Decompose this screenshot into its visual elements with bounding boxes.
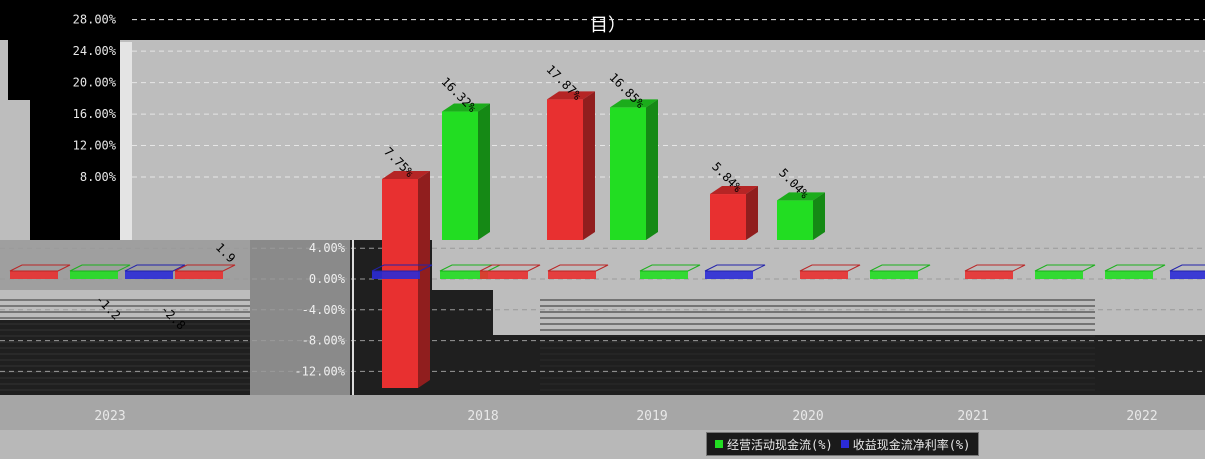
bar-fragment (175, 271, 223, 279)
bar-top (610, 99, 658, 108)
bar-fragment (10, 271, 58, 279)
bar-fragment-top (174, 264, 236, 272)
y-tick-label: 28.00% (73, 13, 117, 27)
y-tick-label: 24.00% (73, 44, 117, 58)
bar-top (442, 103, 490, 112)
chart-title-line2: 目） (590, 15, 626, 36)
bar-top (382, 171, 430, 180)
bar-front (382, 179, 418, 388)
y-tick-label-lower: 0.00% (309, 272, 346, 286)
axis-wall (120, 42, 132, 240)
bar-side (646, 99, 658, 240)
legend-swatch-green (715, 440, 723, 448)
bar-fragment-top (799, 264, 861, 272)
bar-fragment (1170, 271, 1205, 279)
bar-fragment-top (547, 264, 609, 272)
legend-swatch-blue (840, 440, 849, 448)
bar-side (746, 186, 758, 240)
bar-fragment-top (1034, 264, 1096, 272)
y-tick-label: 12.00% (73, 139, 117, 153)
x-tick-label: 2022 (1126, 409, 1157, 424)
legend-item-green: 经营活动现金流(%) (715, 436, 833, 453)
bar-fragment (1035, 271, 1083, 279)
x-tick-label: 2019 (636, 409, 667, 424)
bar-fragment (870, 271, 918, 279)
legend-label-green: 经营活动现金流(%) (727, 437, 833, 452)
bar-side (478, 103, 490, 240)
y-tick-label-lower: -4.00% (302, 303, 346, 317)
bar-side (813, 192, 825, 240)
axis-panel-mid (30, 100, 120, 240)
y-tick-label: 8.00% (80, 170, 117, 184)
axis-panel-top (8, 40, 120, 100)
bar-fragment (705, 271, 753, 279)
lower-panel-gray-left (0, 290, 250, 320)
y-tick-label-lower: -8.00% (302, 334, 346, 348)
bar-fragment (965, 271, 1013, 279)
x-tick-label: 2021 (957, 409, 988, 424)
bar-front (777, 200, 813, 240)
bar-fragment-top (1169, 264, 1205, 272)
bar-fragment-top (704, 264, 766, 272)
bar-side (583, 91, 595, 240)
x-tick-label: 2020 (792, 409, 823, 424)
bar-fragment (70, 271, 118, 279)
legend-item-blue: 收益现金流净利率(%) (840, 436, 971, 453)
x-axis-floor (0, 395, 1205, 430)
x-tick-label: 2018 (467, 409, 498, 424)
bar-front (710, 194, 746, 240)
bar-fragment-top (479, 264, 541, 272)
bar-fragment-top (9, 264, 71, 272)
y-tick-label: 16.00% (73, 107, 117, 121)
lower-axis-panel (250, 240, 350, 400)
bar-top (777, 192, 825, 201)
bar-fragment (125, 271, 173, 279)
bar-fragment (800, 271, 848, 279)
x-tick-label: 2023 (94, 409, 125, 424)
bar-fragment-top (964, 264, 1026, 272)
y-tick-label-lower: -12.00% (294, 364, 345, 378)
bar-fragment-top (639, 264, 701, 272)
bar-fragment (1105, 271, 1153, 279)
bar-fragment (640, 271, 688, 279)
bar-fragment-top (371, 264, 433, 272)
bar-fragment-top (869, 264, 931, 272)
y-tick-label: 20.00% (73, 76, 117, 90)
bar-fragment (548, 271, 596, 279)
bar-side (418, 171, 430, 388)
legend-label-blue: 收益现金流净利率(%) (852, 437, 971, 452)
bar-top (547, 91, 595, 100)
bar-fragment (372, 271, 420, 279)
bar-front (442, 111, 478, 240)
bar-fragment (440, 271, 488, 279)
bar-front (547, 99, 583, 240)
chart-legend: 经营活动现金流(%) 收益现金流净利率(%) (706, 432, 980, 456)
bar-fragment-top (69, 264, 131, 272)
bar-fragment-top (1104, 264, 1166, 272)
bar-front (610, 107, 646, 240)
bar-fragment-top (124, 264, 186, 272)
bar-top (710, 186, 758, 195)
y-tick-label-lower: 4.00% (309, 241, 346, 255)
bar-fragment (480, 271, 528, 279)
